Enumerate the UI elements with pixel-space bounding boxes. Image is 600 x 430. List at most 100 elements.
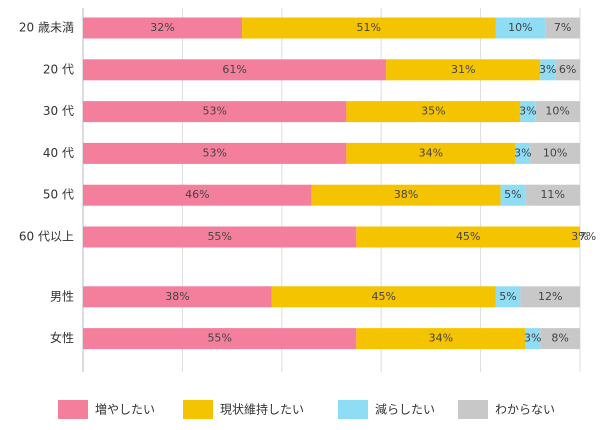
bar-segment bbox=[495, 17, 546, 39]
y-tick-label: 男性 bbox=[50, 289, 74, 303]
bar-segment bbox=[525, 184, 580, 206]
unit: % bbox=[221, 230, 231, 243]
bar-segment bbox=[271, 286, 496, 308]
value-label: 7% bbox=[554, 21, 571, 34]
y-tick-label: 女性 bbox=[50, 330, 74, 345]
unit: % bbox=[371, 21, 381, 34]
bar-segment bbox=[83, 184, 312, 206]
y-tick-label: 20 歳未満 bbox=[19, 21, 74, 35]
value-label: 5% bbox=[504, 188, 521, 201]
legend-label: 増やしたい bbox=[95, 403, 155, 417]
value-label: 3% bbox=[571, 230, 588, 243]
unit: % bbox=[408, 188, 418, 201]
value-label: 7% bbox=[579, 230, 596, 243]
bar-segment bbox=[83, 142, 347, 164]
labels: 20 歳未満 32% 51% 10% 7%20 代 61% 31% 3% 6%30 代 53% 35… bbox=[19, 21, 596, 419]
value-label: 10% bbox=[545, 105, 569, 118]
bar-segment bbox=[83, 17, 243, 39]
unit: % bbox=[511, 188, 521, 201]
unit: % bbox=[552, 290, 562, 303]
bar-segment bbox=[520, 286, 580, 308]
value-label: 31% bbox=[451, 63, 475, 76]
bar-segment bbox=[515, 142, 531, 164]
unit: % bbox=[557, 146, 567, 159]
value-label: 12% bbox=[538, 290, 562, 303]
unit: % bbox=[561, 21, 571, 34]
value-label: 3% bbox=[524, 332, 541, 345]
unit: % bbox=[385, 290, 395, 303]
unit: % bbox=[179, 290, 189, 303]
legend-swatch bbox=[183, 400, 213, 419]
unit: % bbox=[586, 230, 596, 243]
y-tick-label: 40 代 bbox=[43, 146, 74, 160]
legend-swatch bbox=[58, 400, 88, 419]
value-label: 55% bbox=[207, 230, 231, 243]
value-label: 3% bbox=[539, 63, 556, 76]
bar-segment bbox=[311, 184, 501, 206]
value-label: 53% bbox=[202, 105, 226, 118]
bar-segment bbox=[540, 59, 556, 81]
unit: % bbox=[199, 188, 209, 201]
value-label: 10% bbox=[543, 146, 567, 159]
unit: % bbox=[546, 63, 556, 76]
value-label: 38% bbox=[165, 290, 189, 303]
value-label: 35% bbox=[421, 105, 445, 118]
value-label: 61% bbox=[222, 63, 246, 76]
legend-label: 現状維持したい bbox=[220, 402, 304, 417]
value-label: 3% bbox=[519, 105, 536, 118]
bar-segment bbox=[495, 286, 521, 308]
value-label: 45% bbox=[456, 230, 480, 243]
unit: % bbox=[521, 146, 531, 159]
y-tick-label: 50 代 bbox=[43, 188, 74, 202]
unit: % bbox=[465, 63, 475, 76]
bar-segment bbox=[525, 328, 541, 350]
legend-swatch bbox=[338, 400, 368, 419]
bar-segment bbox=[346, 142, 516, 164]
bar-segment bbox=[83, 101, 347, 123]
value-label: 6% bbox=[559, 63, 576, 76]
bar-segment bbox=[520, 101, 536, 123]
unit: % bbox=[558, 332, 568, 345]
legend-label: わからない bbox=[495, 403, 555, 417]
unit: % bbox=[236, 63, 246, 76]
bar-segment bbox=[545, 17, 580, 39]
bar-segment bbox=[83, 286, 272, 308]
value-label: 34% bbox=[429, 332, 453, 345]
y-tick-label: 30 代 bbox=[43, 104, 74, 118]
legend-swatch bbox=[458, 400, 488, 419]
bar-segment bbox=[530, 142, 580, 164]
unit: % bbox=[554, 188, 564, 201]
unit: % bbox=[506, 290, 516, 303]
unit: % bbox=[221, 332, 231, 345]
legend-label: 減らしたい bbox=[375, 402, 435, 417]
unit: % bbox=[433, 146, 443, 159]
value-label: 46% bbox=[185, 188, 209, 201]
bar-segment bbox=[83, 328, 357, 350]
value-label: 51% bbox=[357, 21, 381, 34]
y-tick-label: 20 代 bbox=[43, 62, 74, 76]
bar-segment bbox=[83, 59, 387, 81]
value-label: 34% bbox=[419, 146, 443, 159]
value-label: 5% bbox=[499, 290, 516, 303]
bar-segment bbox=[540, 328, 580, 350]
value-label: 53% bbox=[202, 146, 226, 159]
unit: % bbox=[559, 105, 569, 118]
value-label: 38% bbox=[394, 188, 418, 201]
bar-segment bbox=[346, 101, 521, 123]
unit: % bbox=[435, 105, 445, 118]
unit: % bbox=[164, 21, 174, 34]
bar-segment bbox=[500, 184, 526, 206]
bar-segment bbox=[535, 101, 580, 123]
bars bbox=[83, 17, 580, 350]
unit: % bbox=[522, 21, 532, 34]
value-label: 55% bbox=[207, 332, 231, 345]
value-label: 8% bbox=[551, 332, 568, 345]
value-label: 11% bbox=[540, 188, 564, 201]
bar-segment bbox=[242, 17, 496, 39]
unit: % bbox=[470, 230, 480, 243]
unit: % bbox=[578, 230, 588, 243]
bar-segment bbox=[386, 59, 541, 81]
bar-segment bbox=[555, 59, 580, 81]
value-label: 32% bbox=[150, 21, 174, 34]
bar-segment bbox=[83, 226, 357, 248]
